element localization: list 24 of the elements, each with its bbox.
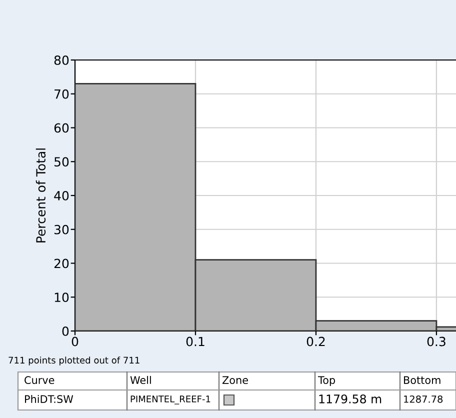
- x-tick-label: 0.1: [186, 336, 204, 346]
- text: Well: [130, 376, 151, 384]
- y-tick-label: 30: [54, 224, 69, 234]
- y-tick-label: 60: [54, 123, 69, 133]
- text: Bottom: [404, 376, 440, 384]
- text: 1179.58 m: [319, 394, 382, 404]
- text: PIMENTEL_REEF-1: [130, 396, 210, 404]
- text: Top: [318, 376, 336, 386]
- y-tick-label: 40: [54, 190, 69, 200]
- text: PhiDT:SW: [25, 394, 74, 404]
- y-tick-label: 20: [54, 258, 69, 268]
- text: Curve: [24, 376, 54, 384]
- y-tick-label: 70: [54, 89, 69, 99]
- x-tick-label: 0.3: [427, 336, 446, 346]
- y-tick-label: 80: [54, 55, 69, 65]
- text: Zone: [222, 376, 248, 384]
- y-tick-label: 10: [54, 292, 69, 302]
- y-axis-title: Percent of Total: [36, 148, 46, 242]
- x-tick-label: 0: [72, 336, 78, 346]
- y-tick-label: 0: [62, 326, 69, 336]
- text: 1287.78: [404, 395, 443, 403]
- y-tick-label: 50: [54, 157, 69, 167]
- text: 711 points plotted out of 711: [8, 356, 140, 366]
- x-tick-label: 0.2: [306, 336, 325, 346]
